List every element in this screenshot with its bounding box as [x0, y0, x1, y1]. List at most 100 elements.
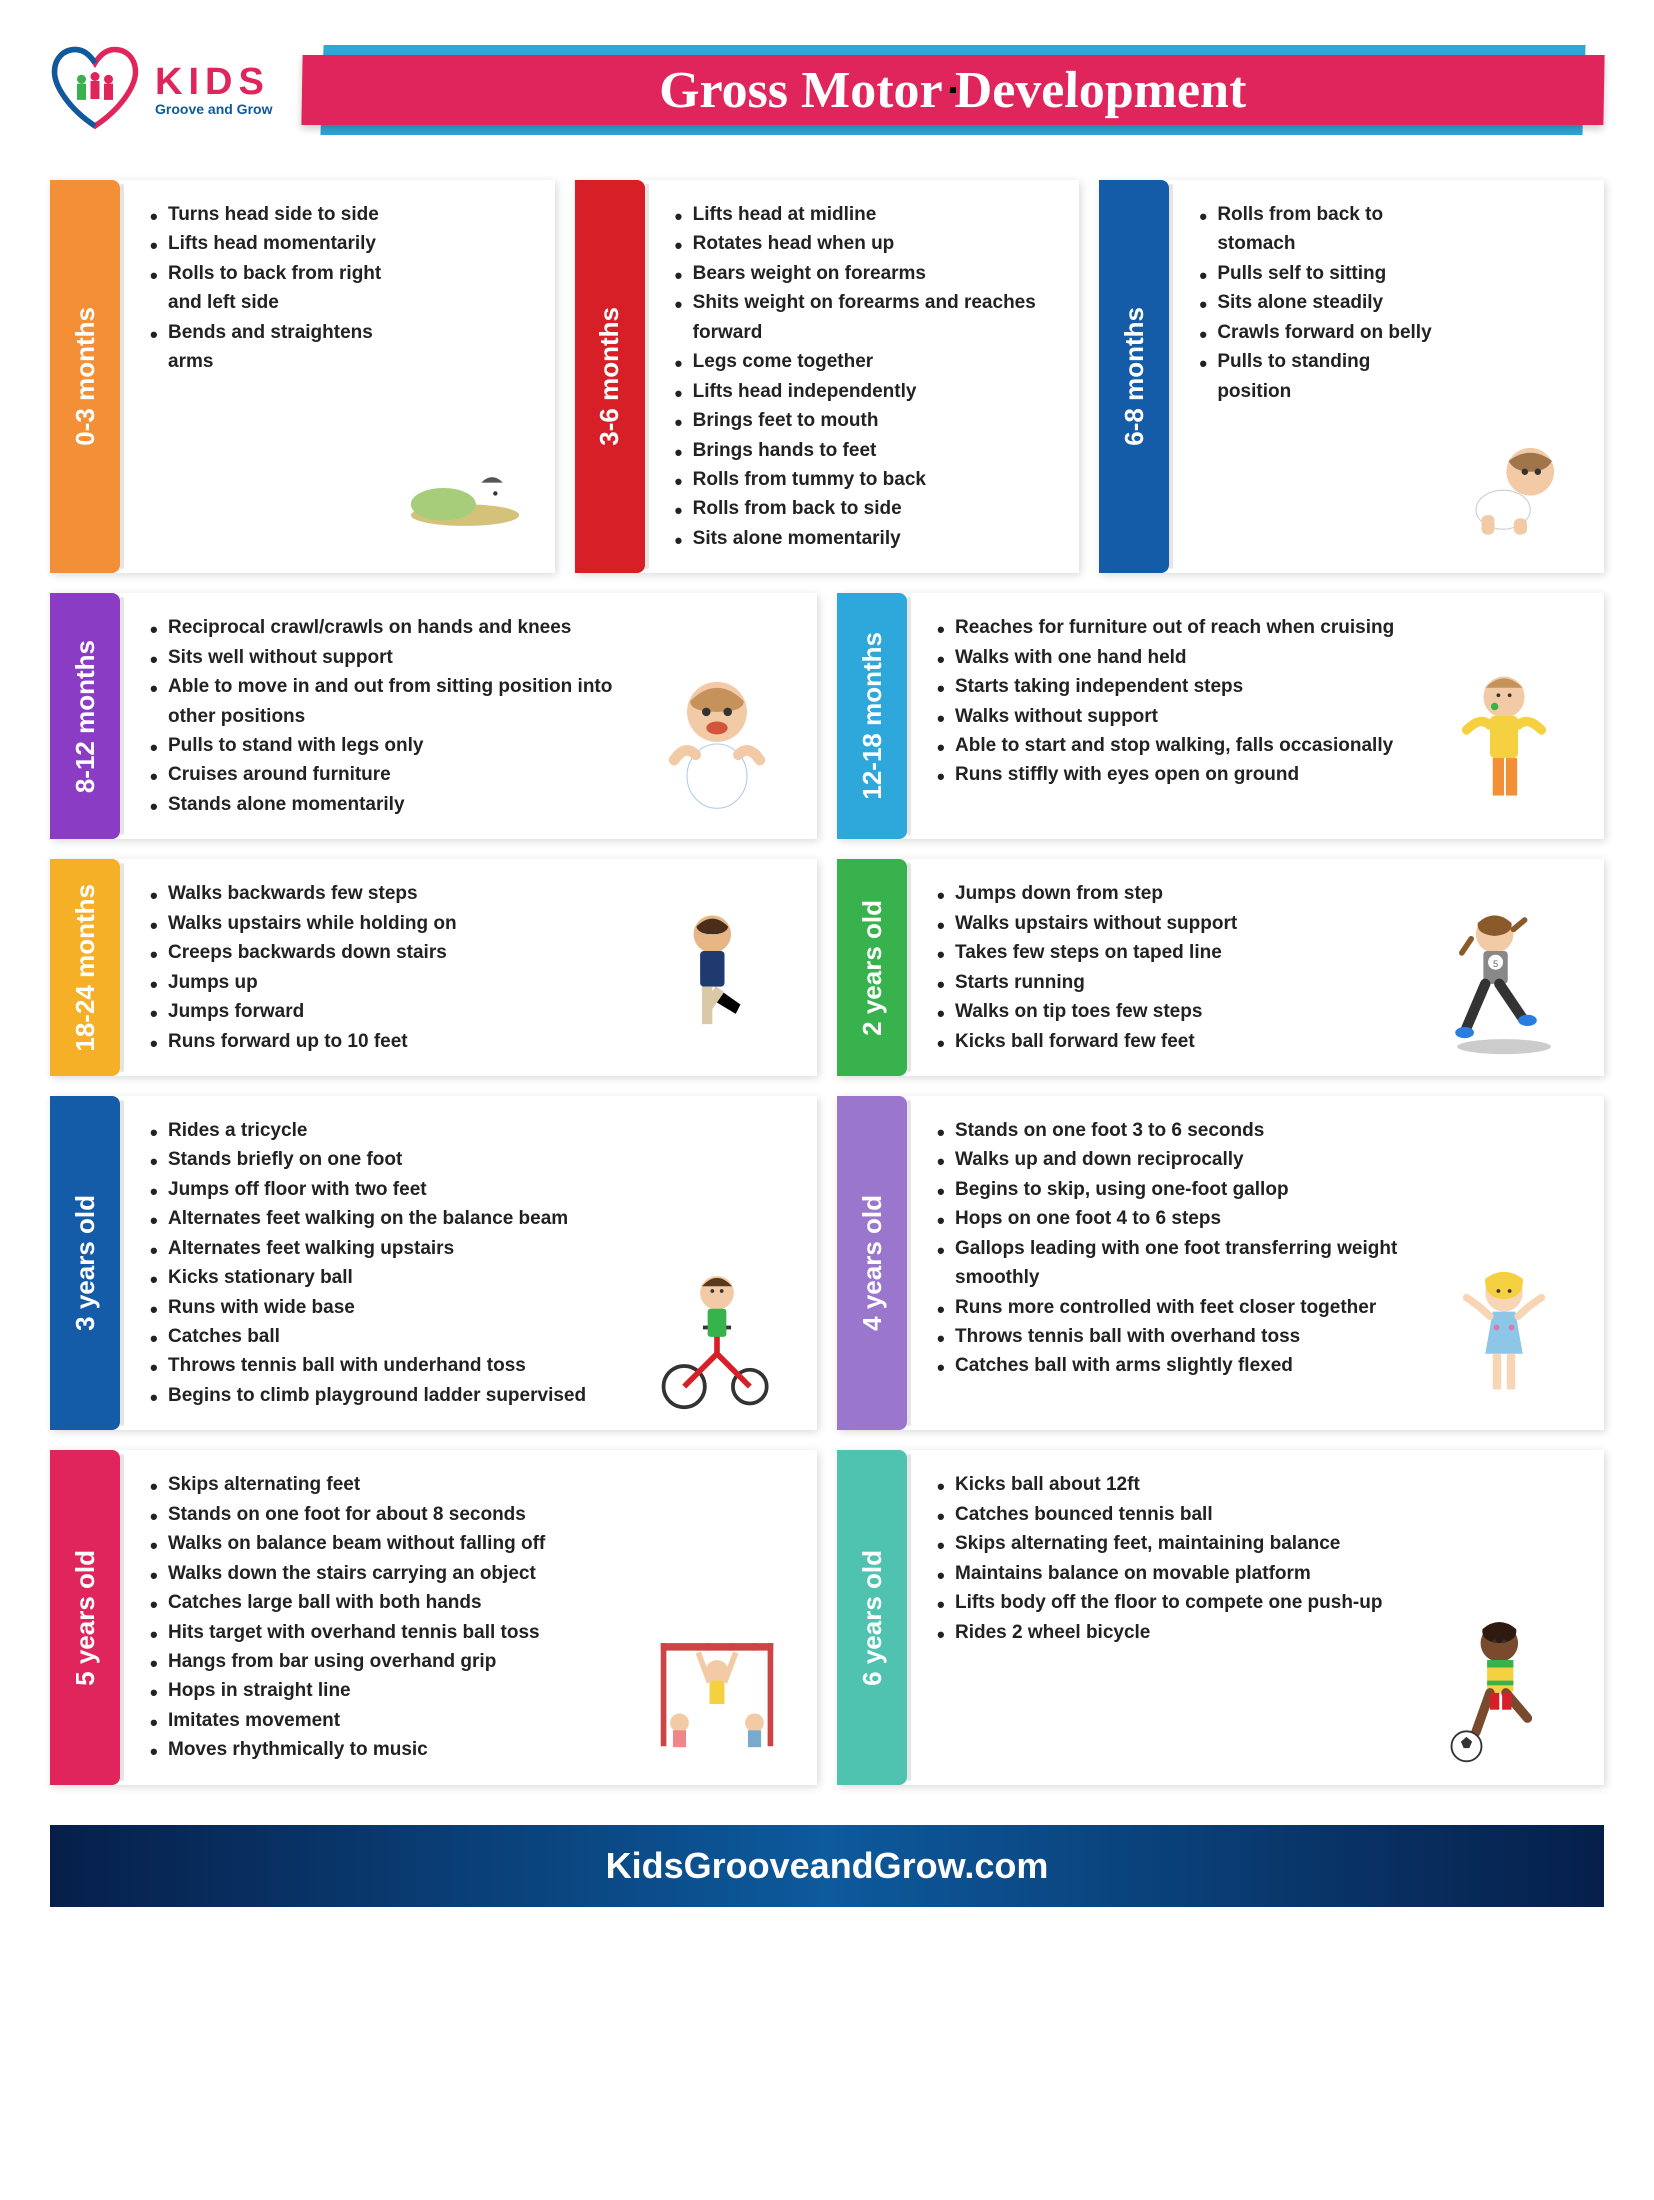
list-item: Able to move in and out from sitting pos… — [148, 672, 637, 731]
list-item: Jumps forward — [148, 997, 637, 1026]
list-item: Begins to climb playground ladder superv… — [148, 1381, 637, 1410]
footer-url: KidsGrooveandGrow.com — [606, 1845, 1049, 1886]
list-item: Takes few steps on taped line — [935, 938, 1424, 967]
list-item: Creeps backwards down stairs — [148, 938, 637, 967]
tab-label: 12-18 months — [857, 632, 888, 800]
list-item: Starts taking independent steps — [935, 672, 1424, 701]
list-item: Sits alone steadily — [1197, 288, 1444, 317]
list-item: Walks with one hand held — [935, 643, 1424, 672]
list-item: Lifts head at midline — [673, 200, 1060, 229]
svg-text:5: 5 — [1493, 959, 1498, 969]
title-banner: Gross Motor Development — [302, 40, 1604, 140]
list-item: Kicks ball forward few feet — [935, 1027, 1424, 1056]
list-item: Walks on tip toes few steps — [935, 997, 1424, 1026]
card-0-3-months: 0-3 months Turns head side to sideLifts … — [50, 180, 555, 573]
list-item: Maintains balance on movable platform — [935, 1559, 1424, 1588]
card-6-8-months: 6-8 months Rolls from back to stomachPul… — [1099, 180, 1604, 573]
list-item: Crawls forward on belly — [1197, 318, 1444, 347]
list-item: Brings hands to feet — [673, 436, 1060, 465]
child-kicking-icon — [642, 906, 792, 1056]
list-item: Gallops leading with one foot transferri… — [935, 1234, 1424, 1293]
list-item: Catches large ball with both hands — [148, 1588, 637, 1617]
list-item: Cruises around furniture — [148, 760, 637, 789]
tab-label: 6-8 months — [1119, 307, 1150, 446]
list-item: Begins to skip, using one-foot gallop — [935, 1175, 1424, 1204]
list-item: Bears weight on forearms — [673, 259, 1060, 288]
tab-label: 5 years old — [70, 1550, 101, 1686]
baby-sitting-icon — [642, 669, 792, 819]
list-item: Walks without support — [935, 702, 1424, 731]
tab-label: 3 years old — [70, 1195, 101, 1331]
list-item: Brings feet to mouth — [673, 406, 1060, 435]
list-item: Rides 2 wheel bicycle — [935, 1618, 1424, 1647]
tab-label: 8-12 months — [70, 640, 101, 793]
list-item: Moves rhythmically to music — [148, 1735, 637, 1764]
tab-label: 2 years old — [857, 900, 888, 1036]
content-grid: 0-3 months Turns head side to sideLifts … — [50, 180, 1604, 1785]
list-item: Catches bounced tennis ball — [935, 1500, 1424, 1529]
list-item: Kicks ball about 12ft — [935, 1470, 1424, 1499]
heart-logo-icon — [50, 45, 140, 135]
header: KIDS Groove and Grow Gross Motor Develop… — [50, 40, 1604, 140]
list-item: Jumps up — [148, 968, 637, 997]
tab-label: 6 years old — [857, 1550, 888, 1686]
toddler-standing-icon — [1429, 669, 1579, 819]
logo-kids-text: KIDS — [155, 63, 272, 101]
list-item: Able to start and stop walking, falls oc… — [935, 731, 1424, 760]
list-item: Runs more controlled with feet closer to… — [935, 1293, 1424, 1322]
list-item: Stands on one foot for about 8 seconds — [148, 1500, 637, 1529]
list-item: Rolls from back to side — [673, 494, 1060, 523]
list-item: Skips alternating feet, maintaining bala… — [935, 1529, 1424, 1558]
list-item: Rotates head when up — [673, 229, 1060, 258]
list-item: Lifts head independently — [673, 377, 1060, 406]
list-item: Hits target with overhand tennis ball to… — [148, 1618, 637, 1647]
list-item: Rolls from back to stomach — [1197, 200, 1444, 259]
list-item: Starts running — [935, 968, 1424, 997]
child-soccer-icon — [1429, 1615, 1579, 1765]
list-item: Walks backwards few steps — [148, 879, 637, 908]
card-3-6-months: 3-6 months Lifts head at midlineRotates … — [575, 180, 1080, 573]
card-3-years: 3 years old Rides a tricycleStands brief… — [50, 1096, 817, 1430]
child-tricycle-icon — [642, 1260, 792, 1410]
list-item: Walks up and down reciprocally — [935, 1145, 1424, 1174]
card-6-years: 6 years old Kicks ball about 12ftCatches… — [837, 1450, 1604, 1784]
child-running-icon: 5 — [1429, 906, 1579, 1056]
list-item: Reaches for furniture out of reach when … — [935, 613, 1424, 642]
list-item: Imitates movement — [148, 1706, 637, 1735]
list-item: Stands alone momentarily — [148, 790, 637, 819]
list-item: Rolls to back from right and left side — [148, 259, 395, 318]
footer: KidsGrooveandGrow.com — [50, 1825, 1604, 1907]
card-18-24-months: 18-24 months Walks backwards few stepsWa… — [50, 859, 817, 1076]
list-item: Alternates feet walking upstairs — [148, 1234, 637, 1263]
card-4-years: 4 years old Stands on one foot 3 to 6 se… — [837, 1096, 1604, 1430]
list-item: Kicks stationary ball — [148, 1263, 637, 1292]
list-item: Hops on one foot 4 to 6 steps — [935, 1204, 1424, 1233]
list-item: Walks on balance beam without falling of… — [148, 1529, 637, 1558]
list-item: Hops in straight line — [148, 1676, 637, 1705]
list-item: Stands briefly on one foot — [148, 1145, 637, 1174]
baby-crawling-icon — [1449, 423, 1579, 553]
tab-label: 3-6 months — [594, 307, 625, 446]
list-item: Shits weight on forearms and reaches for… — [673, 288, 1060, 347]
list-item: Rolls from tummy to back — [673, 465, 1060, 494]
tab-label: 4 years old — [857, 1195, 888, 1331]
list-item: Reciprocal crawl/crawls on hands and kne… — [148, 613, 637, 642]
list-item: Turns head side to side — [148, 200, 395, 229]
card-2-years: 2 years old Jumps down from stepWalks up… — [837, 859, 1604, 1076]
list-item: Runs forward up to 10 feet — [148, 1027, 637, 1056]
list-item: Alternates feet walking on the balance b… — [148, 1204, 637, 1233]
tab-label: 18-24 months — [70, 884, 101, 1052]
list-item: Walks down the stairs carrying an object — [148, 1559, 637, 1588]
card-12-18-months: 12-18 months Reaches for furniture out o… — [837, 593, 1604, 839]
list-item: Throws tennis ball with underhand toss — [148, 1351, 637, 1380]
monkey-bars-icon — [642, 1615, 792, 1765]
logo: KIDS Groove and Grow — [50, 45, 272, 135]
list-item: Catches ball with arms slightly flexed — [935, 1351, 1424, 1380]
list-item: Lifts head momentarily — [148, 229, 395, 258]
list-item: Skips alternating feet — [148, 1470, 637, 1499]
list-item: Stands on one foot 3 to 6 seconds — [935, 1116, 1424, 1145]
list-item: Jumps down from step — [935, 879, 1424, 908]
list-item: Jumps off floor with two feet — [148, 1175, 637, 1204]
list-item: Hangs from bar using overhand grip — [148, 1647, 637, 1676]
list-item: Runs with wide base — [148, 1293, 637, 1322]
